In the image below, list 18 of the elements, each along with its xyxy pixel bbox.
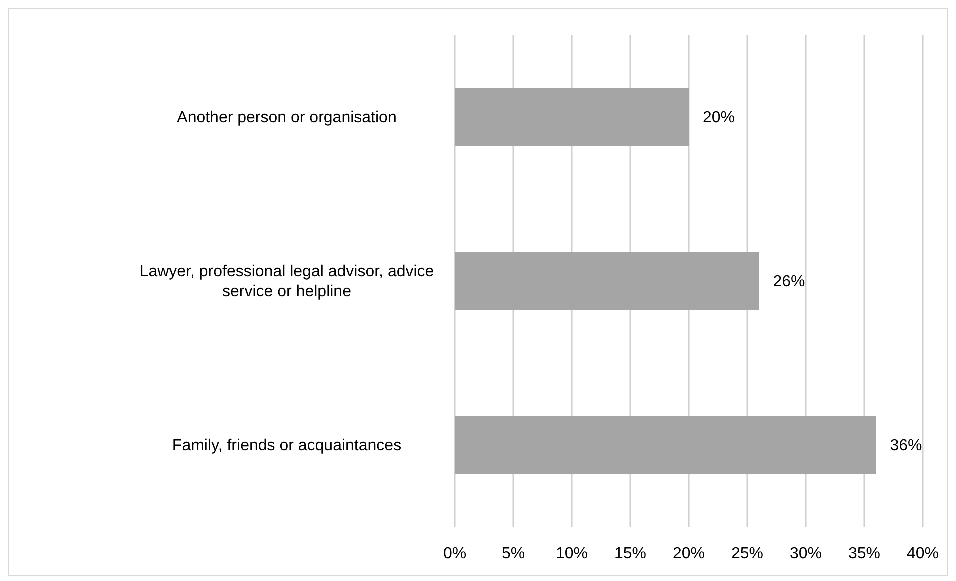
- y-tick-label: Another person or organisation: [177, 110, 397, 127]
- bar: [455, 416, 876, 474]
- data-label: 20%: [703, 110, 736, 127]
- bar: [455, 88, 689, 146]
- x-tick-label: 30%: [790, 545, 822, 562]
- x-tick-label: 20%: [672, 545, 706, 562]
- bar: [455, 252, 760, 310]
- x-tick-label: 0%: [443, 545, 467, 562]
- data-label: 36%: [890, 438, 922, 455]
- x-tick-label: 25%: [731, 545, 764, 562]
- x-tick-label: 35%: [848, 545, 881, 562]
- x-tick-label: 15%: [614, 545, 647, 562]
- y-tick-label: Family, friends or acquaintances: [172, 438, 402, 455]
- x-tick-label: 5%: [502, 545, 526, 562]
- data-label: 26%: [773, 274, 806, 291]
- y-tick-label: Lawyer, professional legal advisor, advice service or helpline: [140, 264, 434, 301]
- x-tick-label: 40%: [906, 545, 940, 562]
- x-tick-label: 10%: [556, 545, 588, 562]
